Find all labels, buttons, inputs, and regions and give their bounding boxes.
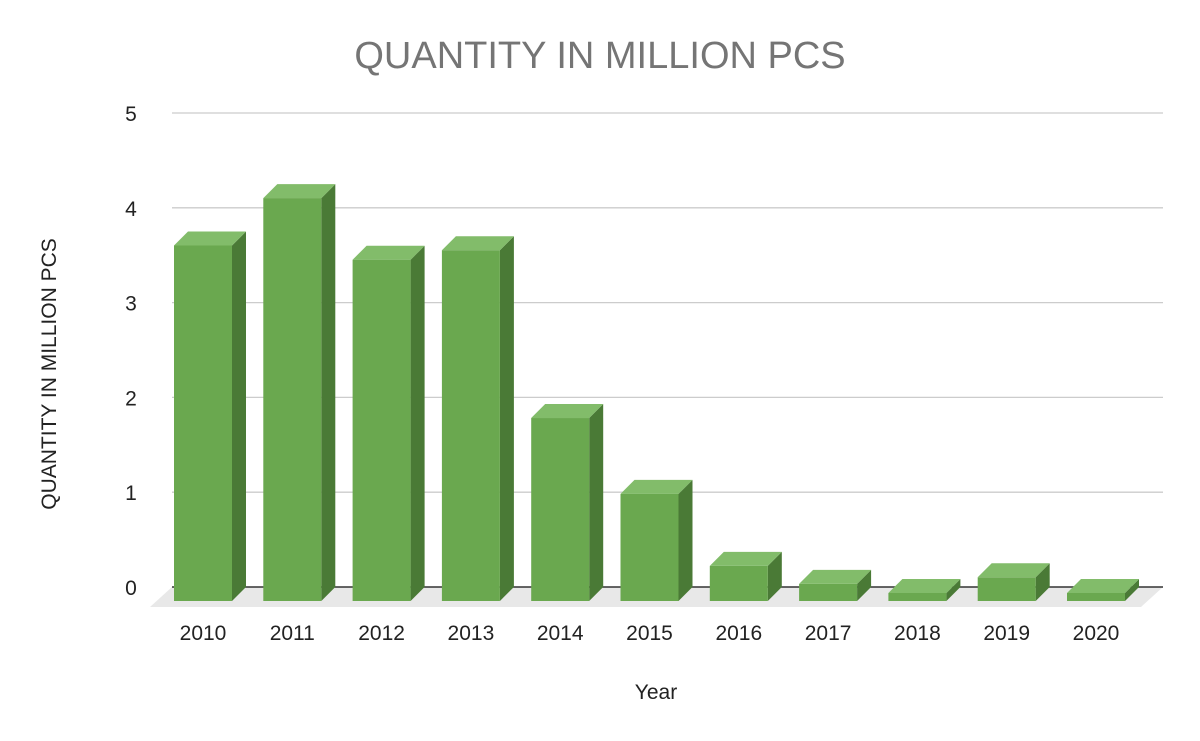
bar-side xyxy=(857,569,872,601)
bar-2014 xyxy=(531,404,604,601)
bars xyxy=(174,184,1139,602)
bar-side xyxy=(499,236,514,602)
x-axis-ticks: 2010 2011 2012 2013 2014 2015 2016 2017 2018 2019… xyxy=(180,622,1120,645)
y-tick-label: 0 xyxy=(125,577,137,600)
bar-side xyxy=(946,579,961,601)
bar-front xyxy=(1067,593,1125,601)
bar-front xyxy=(799,583,858,601)
bar-2010 xyxy=(174,231,246,601)
bar-2018 xyxy=(888,579,961,601)
bar-top xyxy=(709,551,782,566)
x-tick-label: 2017 xyxy=(805,622,852,645)
bar-front xyxy=(174,245,232,601)
bar-2016 xyxy=(709,551,782,601)
bar-top xyxy=(263,184,336,199)
bar-2020 xyxy=(1067,579,1139,601)
bar-front xyxy=(263,198,322,601)
x-axis-title: Year xyxy=(635,681,677,704)
bar-front xyxy=(441,250,500,602)
bar-top xyxy=(977,563,1050,578)
y-axis-title: QUANTITY IN MILLION PCS xyxy=(38,238,61,510)
y-axis-ticks: 0 1 2 3 4 5 xyxy=(125,103,137,600)
bar-top xyxy=(441,236,514,251)
bar-2011 xyxy=(263,184,336,601)
bar-front xyxy=(888,593,947,601)
bar-2019 xyxy=(977,563,1050,601)
x-tick-label: 2019 xyxy=(983,622,1030,645)
bar-side xyxy=(1035,563,1050,601)
y-tick-label: 1 xyxy=(125,482,137,505)
x-tick-label: 2010 xyxy=(180,622,227,645)
bar-2012 xyxy=(352,245,425,601)
bar-front xyxy=(352,259,411,601)
x-tick-label: 2014 xyxy=(537,622,584,645)
bar-top xyxy=(352,245,425,260)
bar-side xyxy=(321,184,336,601)
bar-2015 xyxy=(620,479,693,601)
bar-top xyxy=(174,231,246,246)
bar-front xyxy=(531,418,590,601)
bar-2017 xyxy=(799,569,872,601)
chart-title: QUANTITY IN MILLION PCS xyxy=(354,35,845,77)
bar-2013 xyxy=(441,236,514,602)
bar-top xyxy=(531,404,604,419)
x-tick-label: 2016 xyxy=(715,622,762,645)
x-tick-label: 2015 xyxy=(626,622,673,645)
y-tick-label: 2 xyxy=(125,387,137,410)
bar-side xyxy=(232,231,246,601)
x-tick-label: 2012 xyxy=(358,622,405,645)
bar-top xyxy=(1067,579,1139,593)
bar-front xyxy=(709,565,768,601)
x-tick-label: 2018 xyxy=(894,622,941,645)
bar-front xyxy=(977,577,1036,601)
bar-top xyxy=(799,569,872,584)
bar-side xyxy=(767,551,782,601)
y-tick-label: 4 xyxy=(125,198,137,221)
x-tick-label: 2020 xyxy=(1073,622,1120,645)
x-tick-label: 2013 xyxy=(448,622,495,645)
bar-side xyxy=(678,479,693,601)
y-tick-label: 5 xyxy=(125,103,137,126)
bar-side xyxy=(410,245,425,601)
bar-front xyxy=(620,493,679,601)
bar-top xyxy=(888,579,961,593)
y-tick-label: 3 xyxy=(125,293,137,316)
bar-top xyxy=(620,479,693,494)
bar-side xyxy=(1125,579,1139,601)
bar-side xyxy=(589,404,604,601)
x-tick-label: 2011 xyxy=(270,622,315,645)
